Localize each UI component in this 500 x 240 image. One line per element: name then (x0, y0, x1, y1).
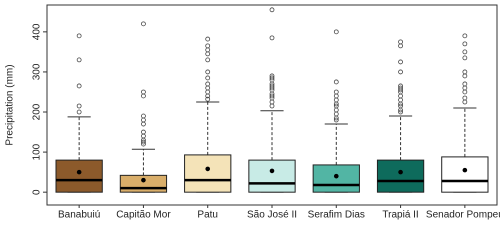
outlier (269, 75, 275, 81)
outlier (141, 139, 146, 145)
outlier (269, 99, 275, 105)
outlier (462, 55, 468, 61)
outlier (462, 99, 468, 105)
outlier (333, 97, 339, 103)
y-axis-label: Precipitation (mm) (5, 64, 16, 145)
outlier (398, 101, 403, 107)
mean (462, 167, 468, 173)
outlier (141, 141, 146, 147)
outlier (205, 36, 211, 42)
outlier (269, 7, 275, 13)
outlier (462, 33, 468, 39)
outlier (141, 121, 146, 127)
outlier (462, 85, 468, 91)
outlier (398, 109, 403, 115)
outlier (333, 117, 339, 123)
outlier (141, 113, 146, 119)
mean (141, 177, 146, 183)
outlier (269, 35, 275, 41)
outlier (333, 29, 339, 35)
outlier (398, 93, 403, 99)
mean (398, 169, 403, 175)
outlier (462, 89, 468, 95)
mean (205, 166, 211, 172)
outlier (333, 107, 339, 113)
x-tick-label: Trapiá II (382, 210, 418, 221)
outlier (141, 93, 146, 99)
outlier (76, 57, 82, 63)
outlier (76, 33, 82, 39)
outlier (462, 73, 468, 79)
y-tick-label: 200 (32, 103, 43, 120)
outlier (141, 21, 146, 27)
y-tick-label: 100 (32, 143, 43, 160)
outlier (205, 57, 211, 63)
outlier (205, 43, 211, 49)
outlier (398, 59, 403, 65)
outlier (205, 51, 211, 57)
box (441, 156, 489, 193)
outlier (398, 97, 403, 103)
outlier (141, 89, 146, 95)
x-tick-label: São José II (247, 210, 297, 221)
outlier (398, 39, 403, 45)
outlier (141, 117, 146, 123)
outlier (398, 43, 403, 49)
outlier (205, 89, 211, 95)
outlier (462, 81, 468, 87)
outlier (205, 85, 211, 91)
outlier (398, 87, 403, 93)
chart: Precipitation (mm) 0 100 200 300 400 Banabuiú… (5, 4, 500, 221)
outlier (333, 93, 339, 99)
outlier (333, 101, 339, 107)
x-tick-label: Serafim Dias (308, 210, 365, 221)
x-tick-label: Patu (197, 210, 218, 221)
outlier (76, 109, 82, 115)
outlier (205, 81, 211, 87)
outlier (333, 89, 339, 95)
outlier (141, 133, 146, 139)
outlier (76, 83, 82, 89)
outlier (269, 103, 275, 109)
outlier (205, 69, 211, 75)
outlier (333, 115, 339, 121)
box (248, 159, 296, 193)
outlier (398, 69, 403, 75)
outlier (205, 93, 211, 99)
y-tick-label: 400 (32, 23, 43, 40)
outlier (333, 79, 339, 85)
outlier (269, 93, 275, 99)
box (312, 164, 360, 193)
outlier (398, 107, 403, 113)
mean (269, 168, 275, 174)
box (376, 159, 425, 193)
outlier (462, 49, 468, 55)
outlier (269, 85, 275, 91)
x-tick-label: Capitão Mor (116, 210, 171, 221)
mean (333, 173, 339, 179)
outlier (462, 69, 468, 75)
outlier (205, 47, 211, 53)
x-tick-label: Senador Pompeu (426, 210, 500, 221)
mean (76, 169, 82, 175)
box (55, 159, 103, 193)
outlier (462, 95, 468, 101)
outlier (333, 111, 339, 117)
outlier (76, 103, 82, 109)
outlier (205, 96, 211, 102)
y-tick-label: 300 (32, 63, 43, 80)
outlier (462, 41, 468, 47)
y-tick-label: 0 (32, 189, 43, 195)
outlier (141, 129, 146, 135)
outlier (205, 75, 211, 81)
box (184, 154, 232, 193)
x-tick-label: Banabuiú (58, 210, 100, 221)
